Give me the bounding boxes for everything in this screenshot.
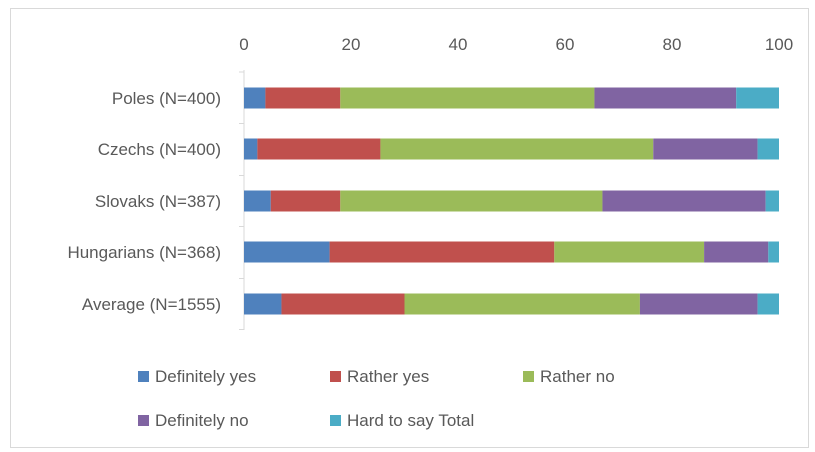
bar-segment: [765, 190, 779, 212]
legend-swatch: [523, 371, 534, 382]
bar-segment: [653, 138, 758, 160]
bar-segment: [244, 87, 266, 109]
legend-swatch: [330, 415, 341, 426]
bar-segment: [757, 138, 779, 160]
bar-segment: [404, 293, 640, 315]
bar-segment: [244, 190, 271, 212]
legend-label: Definitely yes: [155, 367, 256, 386]
x-tick-label: 20: [342, 35, 361, 54]
legend: Definitely yes Rather yes Rather no Definit…: [138, 367, 615, 430]
category-label: Slovaks (N=387): [95, 192, 221, 211]
bar-segment: [281, 293, 405, 315]
legend-label: Hard to say Total: [347, 411, 474, 430]
category-label: Poles (N=400): [112, 89, 221, 108]
bar-segment: [265, 87, 341, 109]
x-tick-label: 40: [449, 35, 468, 54]
bar-segment: [244, 293, 282, 315]
category-labels: Poles (N=400) Czechs (N=400) Slovaks (N=38…: [67, 89, 221, 314]
x-tick-label: 100: [765, 35, 793, 54]
bar-segment: [704, 241, 769, 263]
bar-segment: [768, 241, 779, 263]
bar-segment: [594, 87, 737, 109]
legend-swatch: [138, 415, 149, 426]
bar-segment: [329, 241, 555, 263]
legend-label: Rather no: [540, 367, 615, 386]
category-label: Average (N=1555): [82, 295, 221, 314]
bar-segment: [270, 190, 341, 212]
legend-label: Rather yes: [347, 367, 429, 386]
bar-segment: [554, 241, 705, 263]
x-axis-ticks: 0 20 40 60 80 100: [239, 35, 793, 330]
legend-swatch: [330, 371, 341, 382]
category-label: Hungarians (N=368): [67, 243, 221, 262]
x-tick-label: 80: [663, 35, 682, 54]
bar-segment: [757, 293, 779, 315]
bar-segment: [639, 293, 758, 315]
bar-segment: [340, 87, 595, 109]
bar-segment: [340, 190, 603, 212]
bar-segment: [257, 138, 381, 160]
x-tick-label: 60: [556, 35, 575, 54]
bar-segment: [244, 241, 330, 263]
legend-label: Definitely no: [155, 411, 249, 430]
bar-segment: [244, 138, 258, 160]
bar-segment: [602, 190, 766, 212]
category-label: Czechs (N=400): [98, 140, 221, 159]
bars: [244, 87, 779, 315]
bar-segment: [380, 138, 654, 160]
bar-segment: [736, 87, 779, 109]
legend-swatch: [138, 371, 149, 382]
x-tick-label: 0: [239, 35, 248, 54]
